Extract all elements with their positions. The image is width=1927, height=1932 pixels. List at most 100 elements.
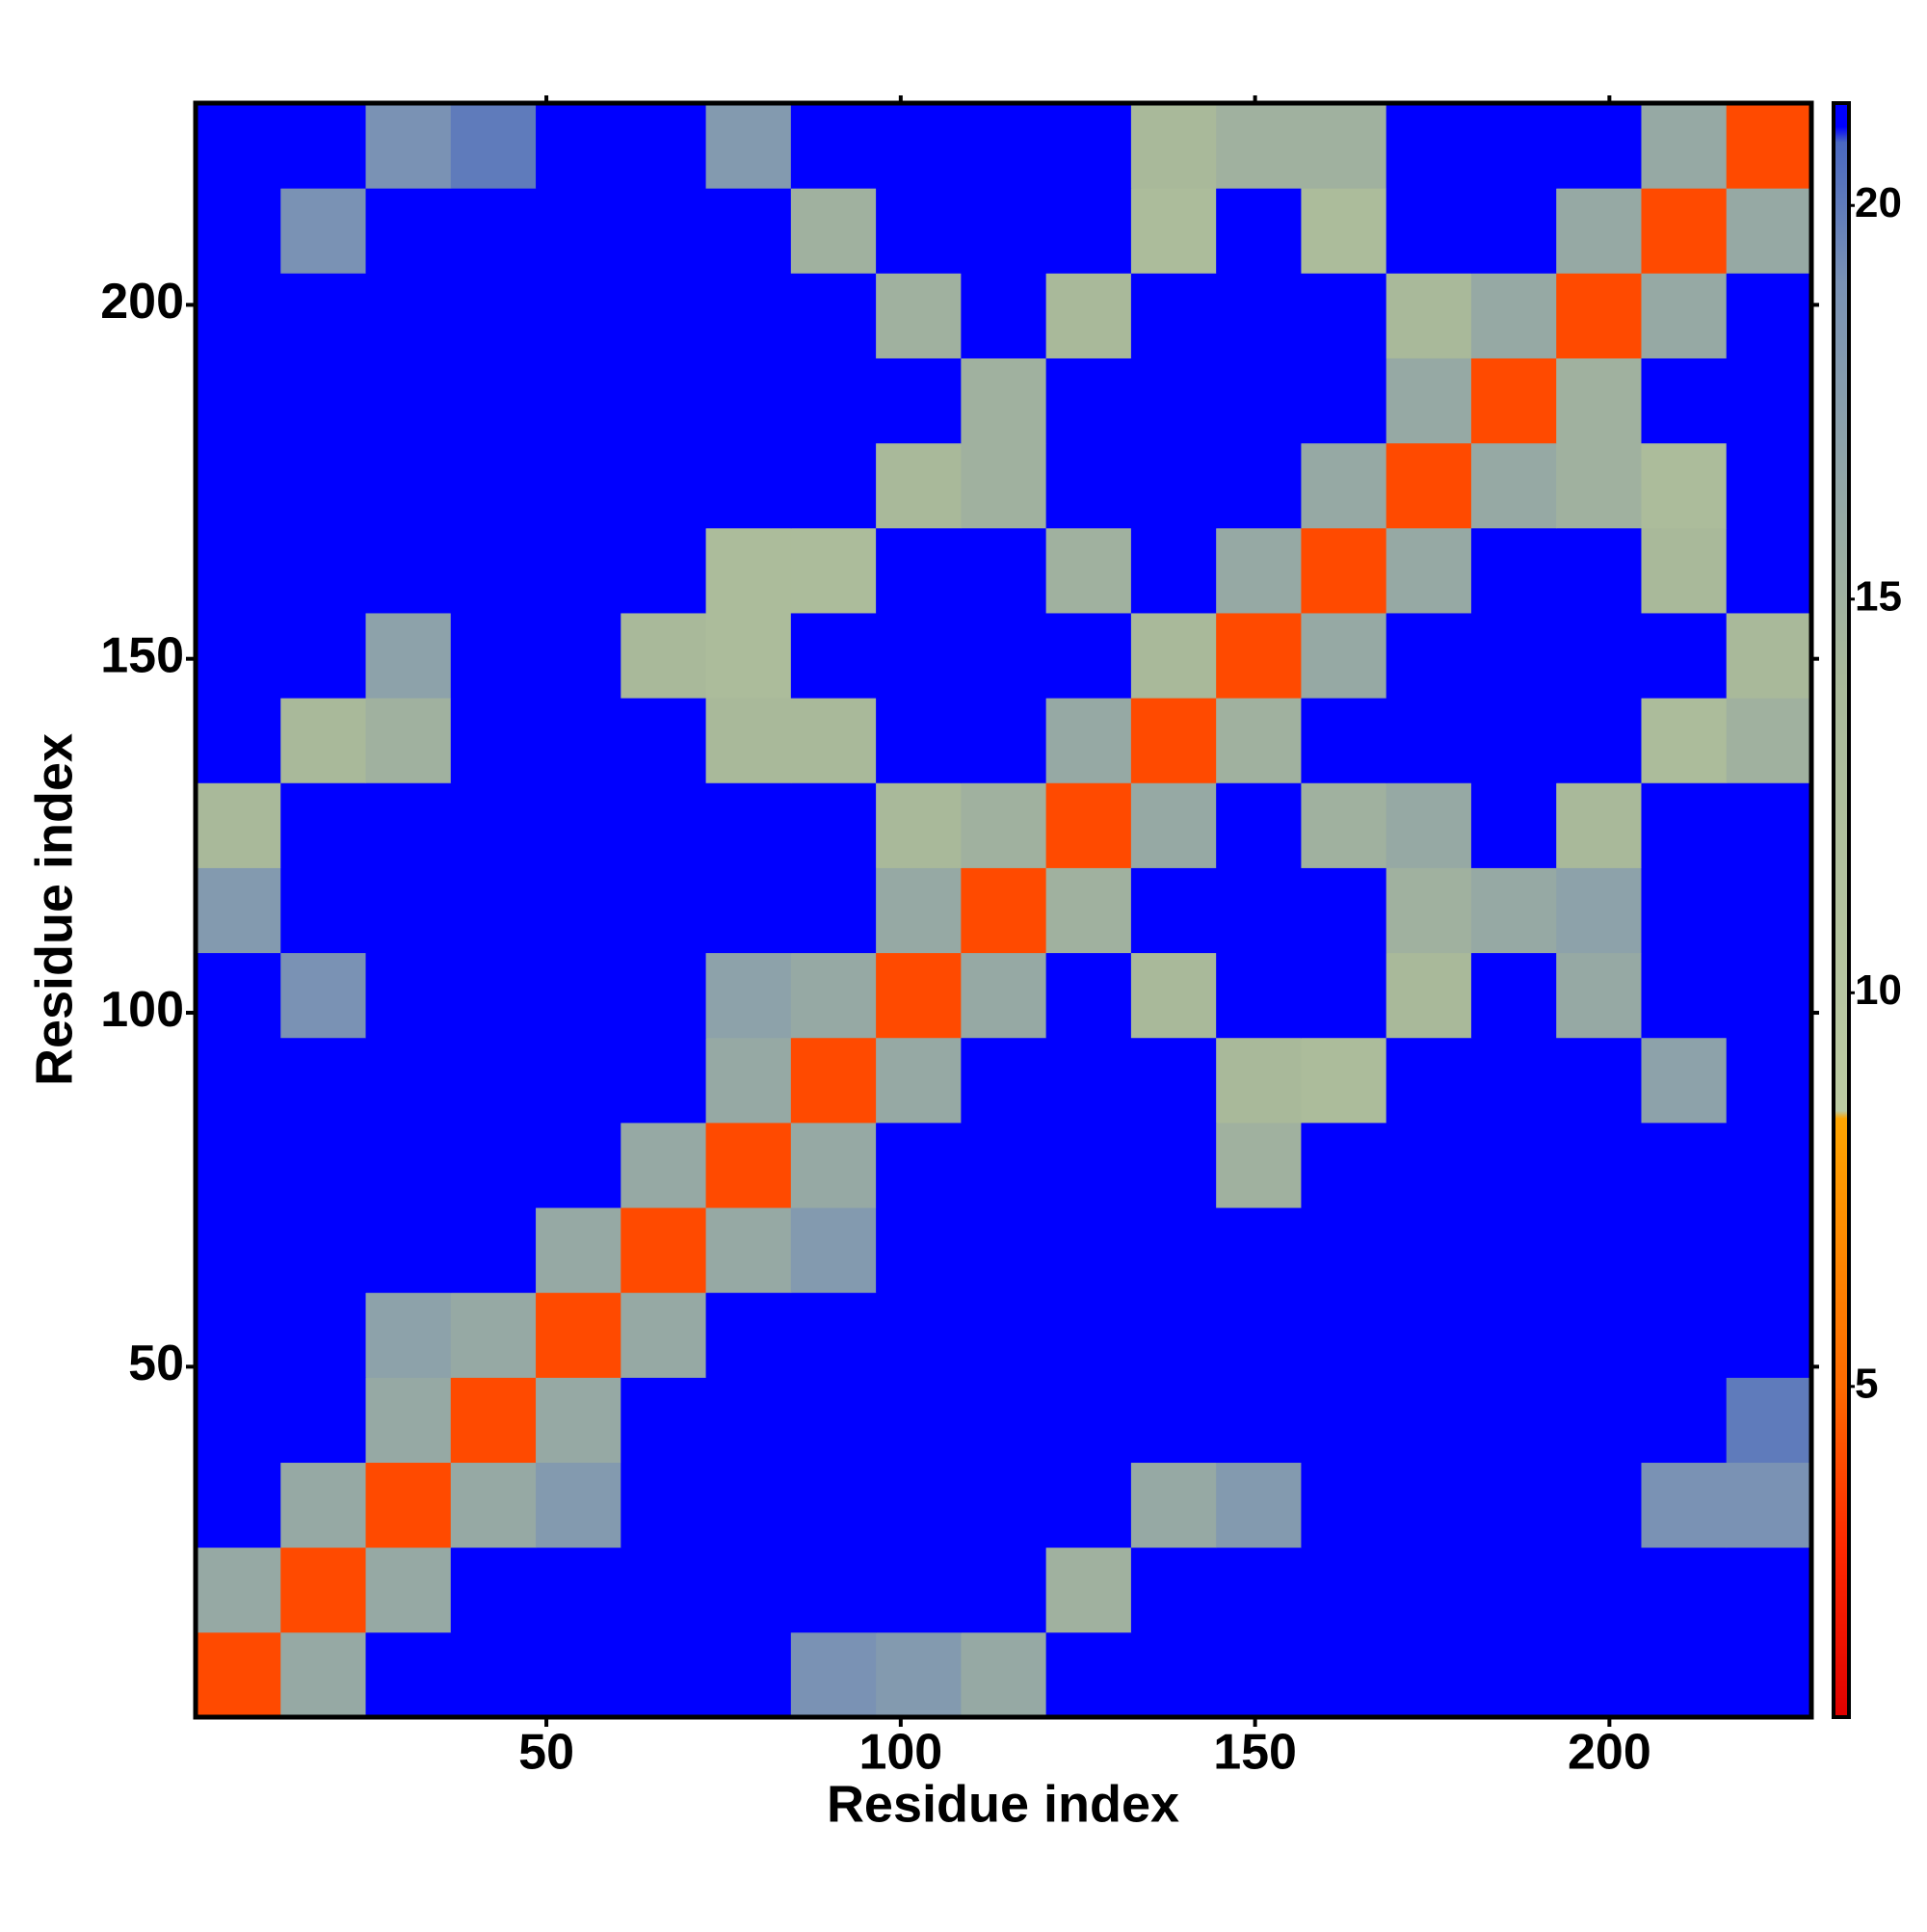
heatmap-cell [620, 867, 707, 954]
heatmap-cell [1216, 442, 1302, 529]
heatmap-cell [450, 103, 537, 189]
heatmap-cell [450, 357, 537, 444]
heatmap-cell [790, 1122, 877, 1208]
heatmap-cell [1470, 1631, 1557, 1718]
heatmap-cell [1556, 442, 1642, 529]
heatmap-cell [1556, 782, 1642, 868]
heatmap-cell [196, 1631, 281, 1718]
heatmap-cell [1726, 612, 1812, 699]
heatmap-cell [1470, 442, 1557, 529]
heatmap-cell [1470, 357, 1557, 444]
heatmap-cell [1556, 103, 1642, 189]
heatmap-cell [1301, 527, 1387, 614]
heatmap-cell [1216, 612, 1302, 699]
heatmap-cell [1641, 1037, 1728, 1124]
heatmap-cell [1470, 1207, 1557, 1293]
heatmap-cell [196, 273, 281, 358]
heatmap-cell [790, 442, 877, 529]
heatmap-cell [1556, 698, 1642, 783]
heatmap-cell [365, 527, 452, 614]
heatmap-cell [365, 1631, 452, 1718]
heatmap-cell [1726, 1037, 1812, 1124]
heatmap-cell [1045, 1547, 1132, 1633]
heatmap-cell [705, 1377, 792, 1464]
heatmap-cell [876, 188, 962, 274]
x-tick-label: 200 [1568, 1725, 1651, 1781]
heatmap-cell [196, 103, 281, 189]
heatmap-cell [1726, 698, 1812, 783]
heatmap-cell [961, 1122, 1047, 1208]
heatmap-cell [876, 1377, 962, 1464]
y-tick-label: 100 [100, 982, 184, 1038]
heatmap-cell [1470, 1462, 1557, 1548]
heatmap-cell [1556, 1462, 1642, 1548]
heatmap-cell [280, 357, 367, 444]
heatmap-cell [1470, 1377, 1557, 1464]
heatmap-cell [1556, 1037, 1642, 1124]
heatmap-cell [1045, 1292, 1132, 1378]
heatmap-cell [365, 357, 452, 444]
heatmap-cell [1641, 1547, 1728, 1633]
heatmap-cell [790, 1462, 877, 1548]
heatmap-cell [1045, 1037, 1132, 1124]
heatmap-cell [536, 1207, 621, 1293]
heatmap-cell [1470, 1037, 1557, 1124]
heatmap-cell [196, 1547, 281, 1633]
heatmap-cell [1641, 698, 1728, 783]
heatmap-cell [705, 867, 792, 954]
heatmap-cell [620, 442, 707, 529]
heatmap-cell [1641, 867, 1728, 954]
heatmap-cell [620, 612, 707, 699]
heatmap-cell [196, 867, 281, 954]
heatmap-cell [961, 1037, 1047, 1124]
heatmap-cell [1045, 1462, 1132, 1548]
heatmap-cell [620, 103, 707, 189]
heatmap-cell [280, 103, 367, 189]
heatmap-cell [1130, 1631, 1217, 1718]
heatmap-cell [280, 188, 367, 274]
heatmap-cell [365, 1462, 452, 1548]
heatmap-cell [1216, 867, 1302, 954]
heatmap-cell [1130, 782, 1217, 868]
heatmap-cell [705, 952, 792, 1039]
heatmap-cell [1045, 867, 1132, 954]
heatmap-cell [876, 103, 962, 189]
heatmap-cell [1641, 952, 1728, 1039]
heatmap-cell [1470, 273, 1557, 358]
heatmap-cell [705, 612, 792, 699]
heatmap-cell [450, 527, 537, 614]
heatmap-cell [1216, 1292, 1302, 1378]
heatmap-cell [1301, 782, 1387, 868]
heatmap-cell [1726, 1207, 1812, 1293]
heatmap-cell [1726, 952, 1812, 1039]
heatmap-cell [450, 698, 537, 783]
heatmap-cell [705, 527, 792, 614]
heatmap-cell [1556, 188, 1642, 274]
heatmap-cell [790, 527, 877, 614]
heatmap-cell [1641, 103, 1728, 189]
heatmap-cell [1470, 952, 1557, 1039]
heatmap-cell [1045, 1122, 1132, 1208]
heatmap-cell [705, 1462, 792, 1548]
heatmap-cell [961, 698, 1047, 783]
heatmap-cell [705, 442, 792, 529]
heatmap-cell [961, 273, 1047, 358]
heatmap-cell [280, 527, 367, 614]
heatmap-cell [961, 1631, 1047, 1718]
heatmap-cell [196, 1207, 281, 1293]
heatmap-cell [1301, 1631, 1387, 1718]
heatmap-cell [790, 1207, 877, 1293]
heatmap-cell [280, 1207, 367, 1293]
heatmap-cell [1130, 442, 1217, 529]
heatmap-cell [790, 1631, 877, 1718]
heatmap-cell [790, 782, 877, 868]
heatmap-cell [705, 698, 792, 783]
heatmap-cell [1641, 1377, 1728, 1464]
heatmap-cell [536, 103, 621, 189]
heatmap-cell [1641, 612, 1728, 699]
heatmap-cell [705, 782, 792, 868]
axes: 50 100 150 200 50 100 150 200 5 10 15 20 [100, 95, 1902, 1781]
heatmap-cell [1726, 1547, 1812, 1633]
heatmap-cell [620, 273, 707, 358]
